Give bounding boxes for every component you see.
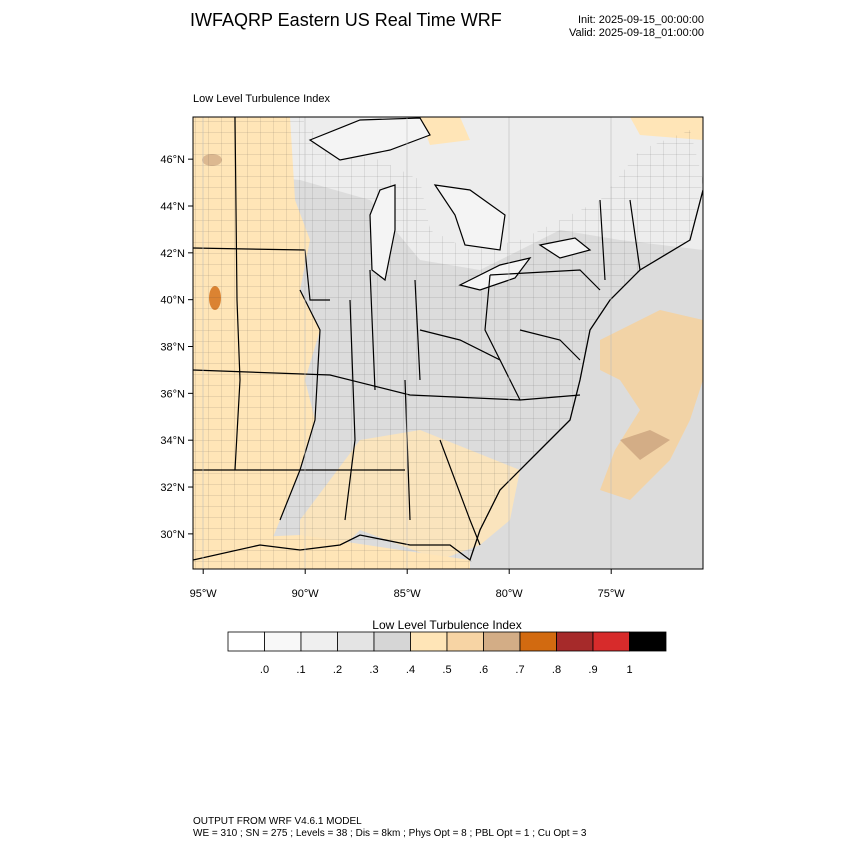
colorbar-swatch bbox=[483, 631, 521, 652]
colorbar-label: .5 bbox=[442, 664, 451, 676]
lake-erie bbox=[458, 257, 532, 291]
time-info: Init: 2025-09-15_00:00:00 Valid: 2025-09… bbox=[530, 14, 704, 40]
footer-config-line: WE = 310 ; SN = 275 ; Levels = 38 ; Dis … bbox=[193, 828, 587, 839]
state-boundaries bbox=[193, 117, 641, 546]
footer-model-line: OUTPUT FROM WRF V4.6.1 MODEL bbox=[193, 816, 362, 827]
graticule bbox=[202, 117, 612, 569]
lake-superior bbox=[308, 117, 431, 161]
lon-label: 75°W bbox=[598, 588, 626, 600]
lat-label: 32°N bbox=[160, 482, 185, 494]
colorbar-swatch bbox=[227, 631, 265, 652]
colorbar-label: .3 bbox=[369, 664, 378, 676]
colorbar-label: 1 bbox=[626, 664, 632, 676]
colorbar-label: .0 bbox=[260, 664, 269, 676]
lat-label: 46°N bbox=[160, 154, 185, 166]
colorbar-label: .1 bbox=[296, 664, 305, 676]
latitude-axis: 46°N 44°N 42°N 40°N 38°N 36°N 34°N 32°N 30°N bbox=[160, 154, 193, 541]
colorbar-swatch bbox=[300, 631, 338, 652]
lake-huron bbox=[433, 184, 506, 251]
lake-superior-patch bbox=[420, 117, 470, 145]
colorbar-swatch bbox=[410, 631, 448, 652]
init-time: Init: 2025-09-15_00:00:00 bbox=[578, 14, 704, 26]
lon-label: 85°W bbox=[394, 588, 422, 600]
county-boundaries bbox=[193, 117, 703, 569]
lat-label: 40°N bbox=[160, 295, 185, 307]
coastline bbox=[193, 189, 703, 562]
colorbar-swatch bbox=[446, 631, 484, 652]
lat-label: 34°N bbox=[160, 435, 185, 447]
colorbar-title: Low Level Turbulence Index bbox=[372, 618, 522, 632]
colorbar-label: .4 bbox=[406, 664, 415, 676]
valid-time: Valid: 2025-09-18_01:00:00 bbox=[569, 27, 704, 39]
plot-title: IWFAQRP Eastern US Real Time WRF bbox=[190, 10, 502, 30]
lat-label: 38°N bbox=[160, 342, 185, 354]
colorbar-swatch bbox=[337, 631, 375, 652]
colorbar-label: .6 bbox=[479, 664, 488, 676]
colorbar-label: .9 bbox=[588, 664, 597, 676]
colorbar-label: .7 bbox=[515, 664, 524, 676]
lon-label: 95°W bbox=[190, 588, 218, 600]
lat-label: 30°N bbox=[160, 529, 185, 541]
colorbar-swatch bbox=[556, 631, 594, 652]
colorbar-swatch bbox=[519, 631, 557, 652]
colorbar-label: .2 bbox=[333, 664, 342, 676]
footer: OUTPUT FROM WRF V4.6.1 MODEL WE = 310 ; … bbox=[193, 816, 586, 840]
lat-label: 36°N bbox=[160, 388, 185, 400]
lat-label: 44°N bbox=[160, 201, 185, 213]
colorbar-swatch bbox=[592, 631, 630, 652]
colorbar-swatch bbox=[264, 631, 302, 652]
lat-label: 42°N bbox=[160, 248, 185, 260]
lon-label: 90°W bbox=[292, 588, 320, 600]
map-area bbox=[193, 117, 703, 569]
colorbar-swatch bbox=[629, 631, 667, 652]
lake-ontario bbox=[538, 237, 592, 259]
colorbar-label: .8 bbox=[552, 664, 561, 676]
colorbar: .0 .1 .2 .3 .4 .5 .6 .7 .8 .9 1 bbox=[227, 631, 667, 676]
longitude-axis: 95°W 90°W 85°W 80°W 75°W bbox=[190, 569, 626, 600]
lon-label: 80°W bbox=[496, 588, 524, 600]
map-subtitle: Low Level Turbulence Index bbox=[193, 93, 330, 105]
map-frame bbox=[192, 116, 704, 570]
colorbar-swatch bbox=[373, 631, 411, 652]
atlantic-plume-region bbox=[600, 310, 703, 500]
atlantic-plume-core bbox=[620, 430, 670, 460]
lake-michigan bbox=[369, 184, 396, 282]
